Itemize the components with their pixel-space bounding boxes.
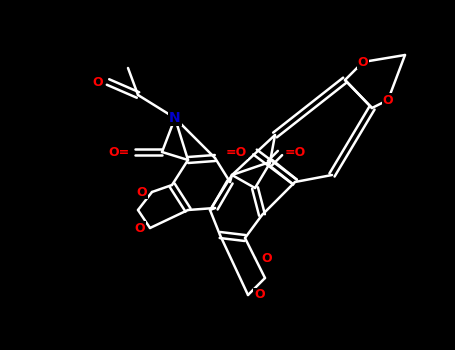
Text: O: O bbox=[136, 186, 147, 198]
Text: O: O bbox=[261, 252, 272, 265]
Text: N: N bbox=[169, 111, 181, 125]
Text: O: O bbox=[254, 288, 265, 301]
Text: =O: =O bbox=[285, 147, 306, 160]
Text: =O: =O bbox=[226, 146, 247, 159]
Text: O: O bbox=[134, 222, 145, 235]
Text: O: O bbox=[92, 76, 103, 89]
Text: O: O bbox=[358, 56, 368, 69]
Text: O: O bbox=[383, 93, 393, 106]
Text: O=: O= bbox=[109, 146, 130, 159]
